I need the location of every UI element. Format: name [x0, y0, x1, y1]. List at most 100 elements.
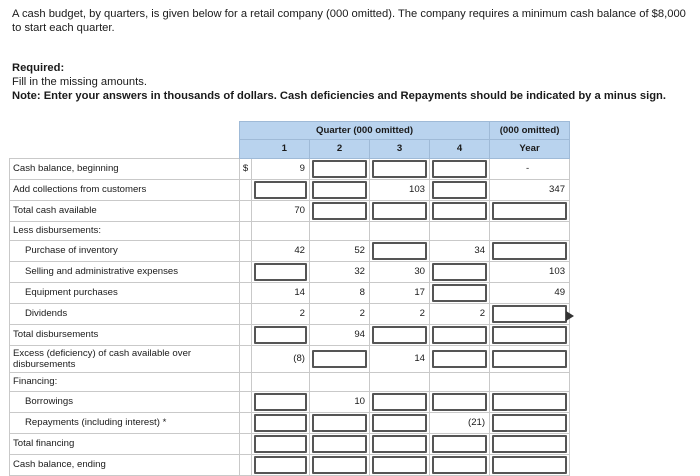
- q2-value: 32: [309, 260, 370, 283]
- row-label: Dividends: [9, 302, 240, 325]
- year-input-cell: [489, 411, 571, 434]
- q1-input[interactable]: [254, 262, 307, 281]
- q1-input[interactable]: [254, 434, 307, 453]
- q4-input[interactable]: [432, 392, 488, 411]
- q3-input[interactable]: [372, 325, 427, 344]
- q2-input[interactable]: [312, 159, 367, 178]
- year-header: Year: [489, 139, 571, 159]
- q1-value: (8): [251, 344, 310, 373]
- cash-budget-table: Quarter (000 omitted) (000 omitted) 1 2 …: [9, 121, 571, 476]
- q2-input-cell: [309, 411, 370, 434]
- row-label: Cash balance, beginning: [9, 157, 240, 180]
- q3-input-cell: [369, 390, 430, 413]
- q2-value: 10: [309, 390, 370, 413]
- q4-input-cell: [428, 344, 491, 373]
- year-input[interactable]: [492, 325, 568, 344]
- empty-cell: [369, 371, 430, 392]
- q4-input[interactable]: [432, 349, 488, 368]
- year-input[interactable]: [492, 201, 568, 220]
- header-blank: [10, 122, 240, 140]
- dollar-sign: [239, 239, 252, 262]
- requirements: Required: Fill in the missing amounts. N…: [12, 61, 692, 103]
- q1-input[interactable]: [254, 455, 307, 474]
- header-row-1: Quarter (000 omitted) (000 omitted): [10, 121, 571, 140]
- row-label: Purchase of inventory: [9, 239, 240, 262]
- q2-input-cell: [309, 432, 370, 455]
- q1-input-cell: [251, 432, 310, 455]
- table-row: Borrowings 10: [9, 390, 571, 413]
- q3-input[interactable]: [372, 455, 427, 474]
- q2-input[interactable]: [312, 413, 367, 432]
- q3-input[interactable]: [372, 159, 427, 178]
- year-input[interactable]: [492, 413, 568, 432]
- q2-header: 2: [309, 139, 370, 159]
- row-label: Financing:: [9, 371, 240, 392]
- q2-input[interactable]: [312, 349, 367, 368]
- dollar-sign: $: [239, 157, 252, 180]
- q1-input-cell: [251, 453, 310, 476]
- q3-input[interactable]: [372, 241, 427, 260]
- q1-input[interactable]: [254, 180, 307, 199]
- q4-input[interactable]: [432, 180, 488, 199]
- q1-value: 2: [251, 302, 310, 325]
- q4-input[interactable]: [432, 455, 488, 474]
- q2-input[interactable]: [312, 434, 367, 453]
- q2-input[interactable]: [312, 180, 367, 199]
- dollar-sign: [239, 199, 252, 222]
- year-value: 103: [489, 260, 571, 283]
- q2-input[interactable]: [312, 455, 367, 474]
- empty-cell: [309, 220, 370, 241]
- empty-cell: [428, 371, 491, 392]
- q4-input-cell: [428, 453, 491, 476]
- empty-cell: [369, 220, 430, 241]
- table-row: Total cash available 70: [9, 199, 571, 222]
- q4-input[interactable]: [432, 325, 488, 344]
- q1-input-cell: [251, 390, 310, 413]
- q3-input-cell: [369, 432, 430, 455]
- q3-value: 17: [369, 281, 430, 304]
- q3-input[interactable]: [372, 201, 427, 220]
- year-input[interactable]: [492, 434, 568, 453]
- year-input[interactable]: [492, 304, 568, 323]
- year-input-cell: [489, 390, 571, 413]
- q3-input[interactable]: [372, 392, 427, 411]
- year-input[interactable]: [492, 392, 568, 411]
- q4-input[interactable]: [432, 434, 488, 453]
- dollar-sign: [239, 302, 252, 325]
- dollar-sign: [239, 178, 252, 201]
- year-input-cell: [489, 199, 571, 222]
- q3-input-cell: [369, 157, 430, 180]
- dollar-sign: [239, 344, 252, 373]
- q1-value: 14: [251, 281, 310, 304]
- q1-input-cell: [251, 411, 310, 434]
- q2-input[interactable]: [312, 201, 367, 220]
- q4-input[interactable]: [432, 159, 488, 178]
- q1-input[interactable]: [254, 325, 307, 344]
- dollar-sign: [239, 323, 252, 346]
- q4-header: 4: [428, 139, 491, 159]
- table-row: Repayments (including interest) * (21): [9, 411, 571, 434]
- q1-input[interactable]: [254, 392, 307, 411]
- q1-header: 1: [239, 139, 310, 159]
- table-row: Cash balance, beginning $9 -: [9, 157, 571, 180]
- empty-cell: [251, 220, 310, 241]
- q1-input[interactable]: [254, 413, 307, 432]
- year-input[interactable]: [492, 349, 568, 368]
- year-input[interactable]: [492, 455, 568, 474]
- q4-input[interactable]: [432, 201, 488, 220]
- cursor-arrow-icon: [566, 311, 574, 321]
- q3-value: 2: [369, 302, 430, 325]
- q3-input-cell: [369, 199, 430, 222]
- row-label: Equipment purchases: [9, 281, 240, 304]
- year-input[interactable]: [492, 241, 568, 260]
- row-label: Total financing: [9, 432, 240, 455]
- table-body: Cash balance, beginning $9- Add collection…: [9, 157, 571, 476]
- q3-input[interactable]: [372, 413, 427, 432]
- q4-value: 34: [428, 239, 491, 262]
- row-label: Add collections from customers: [9, 178, 240, 201]
- q4-input-cell: [428, 323, 491, 346]
- q3-input[interactable]: [372, 434, 427, 453]
- q4-input[interactable]: [432, 283, 488, 302]
- q4-input[interactable]: [432, 262, 488, 281]
- q3-input-cell: [369, 239, 430, 262]
